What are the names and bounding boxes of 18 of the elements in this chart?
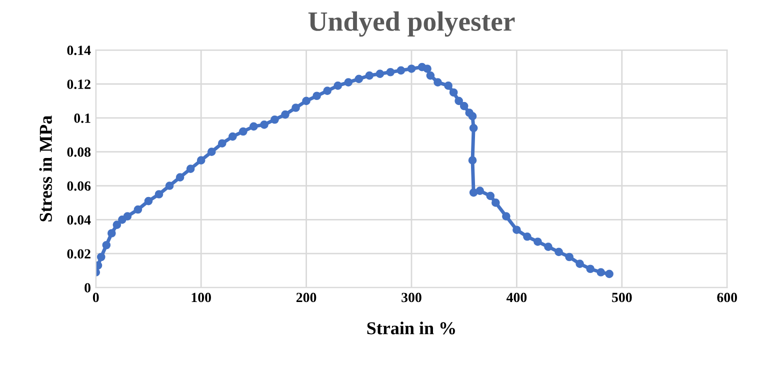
x-tick-label: 100 (192, 292, 211, 302)
y-tick-label: 0.12 (67, 80, 90, 90)
y-tick-label: 0.04 (67, 215, 91, 225)
y-tick-label: 0.1 (74, 114, 90, 123)
x-tick-label: 500 (612, 292, 632, 302)
y-tick-label: 0.08 (67, 147, 91, 157)
x-tick-label: 400 (506, 292, 527, 302)
x-axis-title: Strain in % (367, 322, 455, 334)
x-tick-label: 600 (717, 292, 738, 302)
chart-title: Undyed polyester (308, 11, 515, 37)
x-tick-label: 0 (92, 292, 99, 302)
y-tick-label: 0 (84, 283, 90, 292)
y-tick-label: 0.06 (67, 181, 91, 191)
y-tick-label: 0.14 (67, 46, 91, 56)
x-tick-label: 300 (402, 292, 422, 302)
x-tick-label: 200 (296, 292, 316, 302)
y-tick-label: 0.02 (67, 249, 90, 259)
y-axis-title: Stress in MPa (39, 116, 52, 222)
